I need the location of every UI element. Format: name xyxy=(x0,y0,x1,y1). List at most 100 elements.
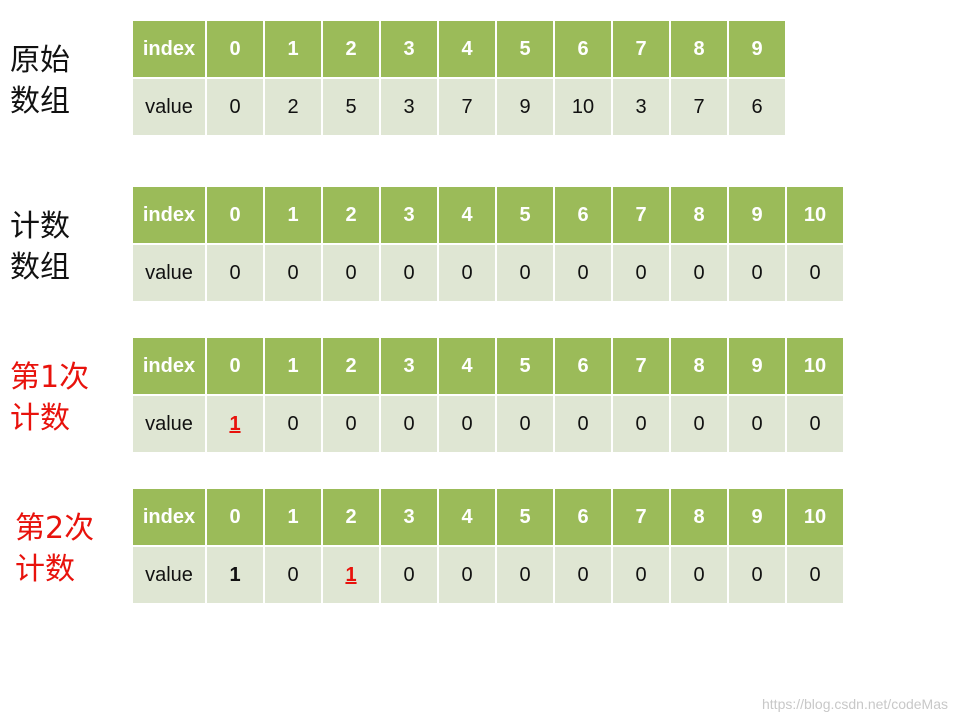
second-count-table: index 0 1 2 3 4 5 6 7 8 9 10 value 1 0 1… xyxy=(131,487,845,605)
label-count-array: 计数 数组 xyxy=(10,206,70,288)
value-cell: 0 xyxy=(497,547,553,603)
value-cell: 0 xyxy=(671,547,727,603)
original-array-table: index 0 1 2 3 4 5 6 7 8 9 value 0 2 5 3 … xyxy=(131,19,787,137)
value-row: value 1 0 0 0 0 0 0 0 0 0 0 xyxy=(133,396,843,452)
value-cell: 0 xyxy=(381,396,437,452)
value-cell: 9 xyxy=(497,79,553,135)
value-cell: 5 xyxy=(323,79,379,135)
highlighted-value: 1 xyxy=(229,412,241,435)
index-header: index xyxy=(133,21,205,77)
index-cell: 9 xyxy=(729,338,785,394)
index-cell: 0 xyxy=(207,338,263,394)
index-cell: 10 xyxy=(787,489,843,545)
index-cell: 8 xyxy=(671,21,727,77)
index-cell: 1 xyxy=(265,187,321,243)
index-cell: 9 xyxy=(729,187,785,243)
index-cell: 6 xyxy=(555,187,611,243)
index-cell: 10 xyxy=(787,187,843,243)
value-text: 1 xyxy=(229,563,241,586)
value-cell: 0 xyxy=(439,245,495,301)
watermark: https://blog.csdn.net/codeMas xyxy=(762,696,948,712)
index-cell: 5 xyxy=(497,489,553,545)
value-header: value xyxy=(133,547,205,603)
value-cell: 0 xyxy=(671,396,727,452)
value-cell: 3 xyxy=(381,79,437,135)
index-cell: 6 xyxy=(555,338,611,394)
label-line: 计数 xyxy=(10,209,70,244)
value-row: value 1 0 1 0 0 0 0 0 0 0 0 xyxy=(133,547,843,603)
value-cell: 0 xyxy=(439,396,495,452)
value-cell: 0 xyxy=(497,245,553,301)
value-cell: 0 xyxy=(265,396,321,452)
value-cell: 0 xyxy=(729,396,785,452)
value-cell: 0 xyxy=(207,245,263,301)
label-line: 计数 xyxy=(10,401,70,436)
index-cell: 4 xyxy=(439,338,495,394)
index-cell: 8 xyxy=(671,338,727,394)
value-cell: 0 xyxy=(207,79,263,135)
value-cell: 0 xyxy=(323,245,379,301)
index-cell: 1 xyxy=(265,21,321,77)
value-cell: 0 xyxy=(729,245,785,301)
label-original-array: 原始 数组 xyxy=(10,40,70,122)
index-cell: 9 xyxy=(729,21,785,77)
value-cell: 7 xyxy=(439,79,495,135)
index-cell: 6 xyxy=(555,489,611,545)
index-header: index xyxy=(133,338,205,394)
value-cell: 0 xyxy=(613,396,669,452)
label-second-count: 第2次 计数 xyxy=(15,508,94,590)
value-cell: 0 xyxy=(613,245,669,301)
value-cell: 7 xyxy=(671,79,727,135)
index-header: index xyxy=(133,187,205,243)
label-line: 计数 xyxy=(15,552,75,587)
index-cell: 2 xyxy=(323,489,379,545)
index-cell: 0 xyxy=(207,21,263,77)
label-line: 第2次 xyxy=(15,511,95,546)
index-cell: 8 xyxy=(671,489,727,545)
value-cell: 0 xyxy=(381,547,437,603)
value-cell: 0 xyxy=(787,547,843,603)
value-cell: 0 xyxy=(613,547,669,603)
index-cell: 7 xyxy=(613,338,669,394)
value-cell: 0 xyxy=(497,396,553,452)
index-cell: 7 xyxy=(613,187,669,243)
value-cell: 0 xyxy=(555,396,611,452)
index-cell: 3 xyxy=(381,489,437,545)
value-header: value xyxy=(133,396,205,452)
index-row: index 0 1 2 3 4 5 6 7 8 9 10 xyxy=(133,187,843,243)
index-cell: 5 xyxy=(497,21,553,77)
value-header: value xyxy=(133,79,205,135)
value-cell: 0 xyxy=(787,396,843,452)
index-cell: 0 xyxy=(207,489,263,545)
value-cell: 1 xyxy=(207,547,263,603)
index-cell: 0 xyxy=(207,187,263,243)
value-cell: 0 xyxy=(787,245,843,301)
index-row: index 0 1 2 3 4 5 6 7 8 9 10 xyxy=(133,489,843,545)
index-cell: 4 xyxy=(439,489,495,545)
index-cell: 4 xyxy=(439,187,495,243)
index-cell: 7 xyxy=(613,489,669,545)
index-cell: 1 xyxy=(265,489,321,545)
index-cell: 2 xyxy=(323,21,379,77)
value-cell: 0 xyxy=(671,245,727,301)
index-cell: 6 xyxy=(555,21,611,77)
label-first-count: 第1次 计数 xyxy=(10,357,89,439)
value-row: value 0 0 0 0 0 0 0 0 0 0 0 xyxy=(133,245,843,301)
highlighted-value-cell: 1 xyxy=(207,396,263,452)
value-cell: 2 xyxy=(265,79,321,135)
value-cell: 0 xyxy=(555,547,611,603)
label-line: 数组 xyxy=(10,250,70,285)
value-cell: 0 xyxy=(265,245,321,301)
count-array-table: index 0 1 2 3 4 5 6 7 8 9 10 value 0 0 0… xyxy=(131,185,845,303)
value-cell: 0 xyxy=(439,547,495,603)
label-line: 第1次 xyxy=(10,360,90,395)
index-row: index 0 1 2 3 4 5 6 7 8 9 10 xyxy=(133,338,843,394)
index-cell: 3 xyxy=(381,21,437,77)
index-cell: 8 xyxy=(671,187,727,243)
value-cell: 0 xyxy=(729,547,785,603)
label-line: 数组 xyxy=(10,84,70,119)
highlighted-value: 1 xyxy=(345,563,357,586)
value-cell: 3 xyxy=(613,79,669,135)
index-cell: 5 xyxy=(497,187,553,243)
index-cell: 5 xyxy=(497,338,553,394)
